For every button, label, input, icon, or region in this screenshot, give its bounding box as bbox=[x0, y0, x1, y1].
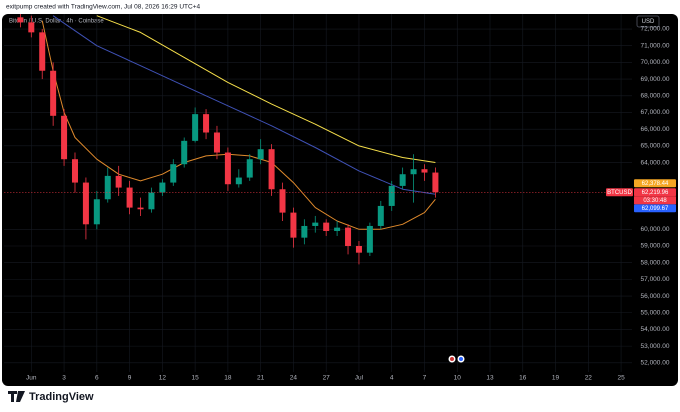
x-tick-label: 16 bbox=[519, 375, 527, 382]
y-tick-label: 54,000.00 bbox=[641, 326, 670, 333]
x-tick-label: 19 bbox=[552, 375, 560, 382]
candle-body bbox=[235, 177, 242, 185]
x-tick-label: 10 bbox=[454, 375, 462, 382]
candle-body bbox=[312, 222, 319, 226]
candle-body bbox=[61, 115, 68, 160]
candle-body bbox=[268, 149, 275, 190]
y-tick-label: 71,000.00 bbox=[641, 42, 670, 49]
y-tick-label: 57,000.00 bbox=[641, 276, 670, 283]
y-tick-label: 67,000.00 bbox=[641, 109, 670, 116]
candle-body bbox=[17, 17, 24, 23]
candle-body bbox=[410, 169, 417, 175]
candle-body bbox=[115, 175, 122, 188]
candle-body bbox=[246, 159, 253, 178]
symbol: BTCUSD bbox=[607, 190, 632, 196]
countdown-box bbox=[634, 196, 676, 205]
candle-body bbox=[213, 132, 220, 153]
candle-body bbox=[170, 164, 177, 183]
candle-body bbox=[159, 182, 166, 193]
x-tick-label: 9 bbox=[128, 375, 132, 382]
price-label: 62,099.67 bbox=[642, 206, 669, 212]
candle-body bbox=[192, 114, 199, 141]
candle-body bbox=[39, 32, 46, 71]
chart-background bbox=[2, 14, 678, 386]
y-tick-label: 52,000.00 bbox=[641, 360, 670, 367]
y-tick-label: 69,000.00 bbox=[641, 76, 670, 83]
price-label-box bbox=[634, 204, 676, 213]
candle-body bbox=[377, 205, 384, 226]
y-tick-label: 70,000.00 bbox=[641, 59, 670, 66]
candle-body bbox=[301, 225, 308, 238]
y-tick-label: 60,000.00 bbox=[641, 226, 670, 233]
candle-body bbox=[82, 182, 89, 225]
candle-body bbox=[388, 185, 395, 206]
x-tick-label: 3 bbox=[62, 375, 66, 382]
candle-body bbox=[399, 174, 406, 186]
candle-body bbox=[334, 227, 341, 231]
candle-body bbox=[28, 22, 35, 33]
y-tick-label: 66,000.00 bbox=[641, 126, 670, 133]
currency-button[interactable] bbox=[636, 15, 660, 28]
price-label: 62,378.44 bbox=[642, 181, 669, 187]
price-label-box bbox=[634, 188, 676, 197]
x-tick-label: 21 bbox=[257, 375, 265, 382]
price-label-box bbox=[634, 179, 676, 188]
y-tick-label: 58,000.00 bbox=[641, 259, 670, 266]
brand: TradingView bbox=[29, 391, 94, 403]
candle-body bbox=[50, 70, 57, 116]
y-tick-label: 68,000.00 bbox=[641, 92, 670, 99]
candle-body bbox=[137, 207, 144, 210]
event-icons bbox=[448, 355, 465, 363]
candle-body bbox=[421, 169, 428, 173]
candle-body bbox=[432, 172, 439, 193]
candle-body bbox=[224, 152, 231, 185]
y-tick-label: 56,000.00 bbox=[641, 293, 670, 300]
x-tick-label: 7 bbox=[423, 375, 427, 382]
brand-logo bbox=[8, 391, 25, 402]
candle-body bbox=[126, 187, 133, 208]
x-tick-label: 25 bbox=[617, 375, 625, 382]
price-label: 62,219.96 bbox=[642, 190, 669, 196]
candle-body bbox=[290, 212, 297, 238]
currency[interactable]: USD bbox=[642, 19, 655, 25]
candle-body bbox=[148, 192, 155, 210]
candle-body bbox=[323, 222, 330, 231]
x-tick-label: 12 bbox=[159, 375, 167, 382]
candle-body bbox=[355, 245, 362, 253]
y-tick-label: 64,000.00 bbox=[641, 159, 670, 166]
candle-body bbox=[203, 114, 210, 133]
y-tick-label: 65,000.00 bbox=[641, 143, 670, 150]
candle-body bbox=[104, 175, 111, 200]
candle-body bbox=[181, 140, 188, 165]
candle-body bbox=[93, 199, 100, 225]
candle-body bbox=[366, 225, 373, 253]
candle-body bbox=[71, 159, 78, 183]
x-tick-label: 4 bbox=[390, 375, 394, 382]
x-tick-label: 27 bbox=[323, 375, 331, 382]
credit: exitpump created with TradingView.com, J… bbox=[6, 4, 200, 11]
moving-average bbox=[52, 15, 436, 195]
symbol-box bbox=[606, 188, 633, 197]
candle-body bbox=[257, 149, 264, 160]
x-tick-label: 24 bbox=[290, 375, 298, 382]
x-tick-label: 18 bbox=[224, 375, 232, 382]
moving-average bbox=[96, 15, 436, 163]
countdown: 03:30:48 bbox=[643, 198, 667, 204]
x-tick-label: 13 bbox=[486, 375, 494, 382]
x-tick-label: Jun bbox=[26, 375, 37, 382]
y-tick-label: 72,000.00 bbox=[641, 26, 670, 33]
y-tick-label: 59,000.00 bbox=[641, 243, 670, 250]
candle-body bbox=[345, 227, 352, 246]
x-tick-label: 15 bbox=[192, 375, 200, 382]
x-tick-label: 22 bbox=[585, 375, 593, 382]
y-tick-label: 53,000.00 bbox=[641, 343, 670, 350]
candle-body bbox=[279, 189, 286, 213]
x-tick-label: 6 bbox=[95, 375, 99, 382]
x-tick-label: Jul bbox=[355, 375, 364, 382]
y-tick-label: 55,000.00 bbox=[641, 309, 670, 316]
chart-title: Bitcoin / U.S. Dollar · 4h · Coinbase bbox=[9, 19, 104, 25]
